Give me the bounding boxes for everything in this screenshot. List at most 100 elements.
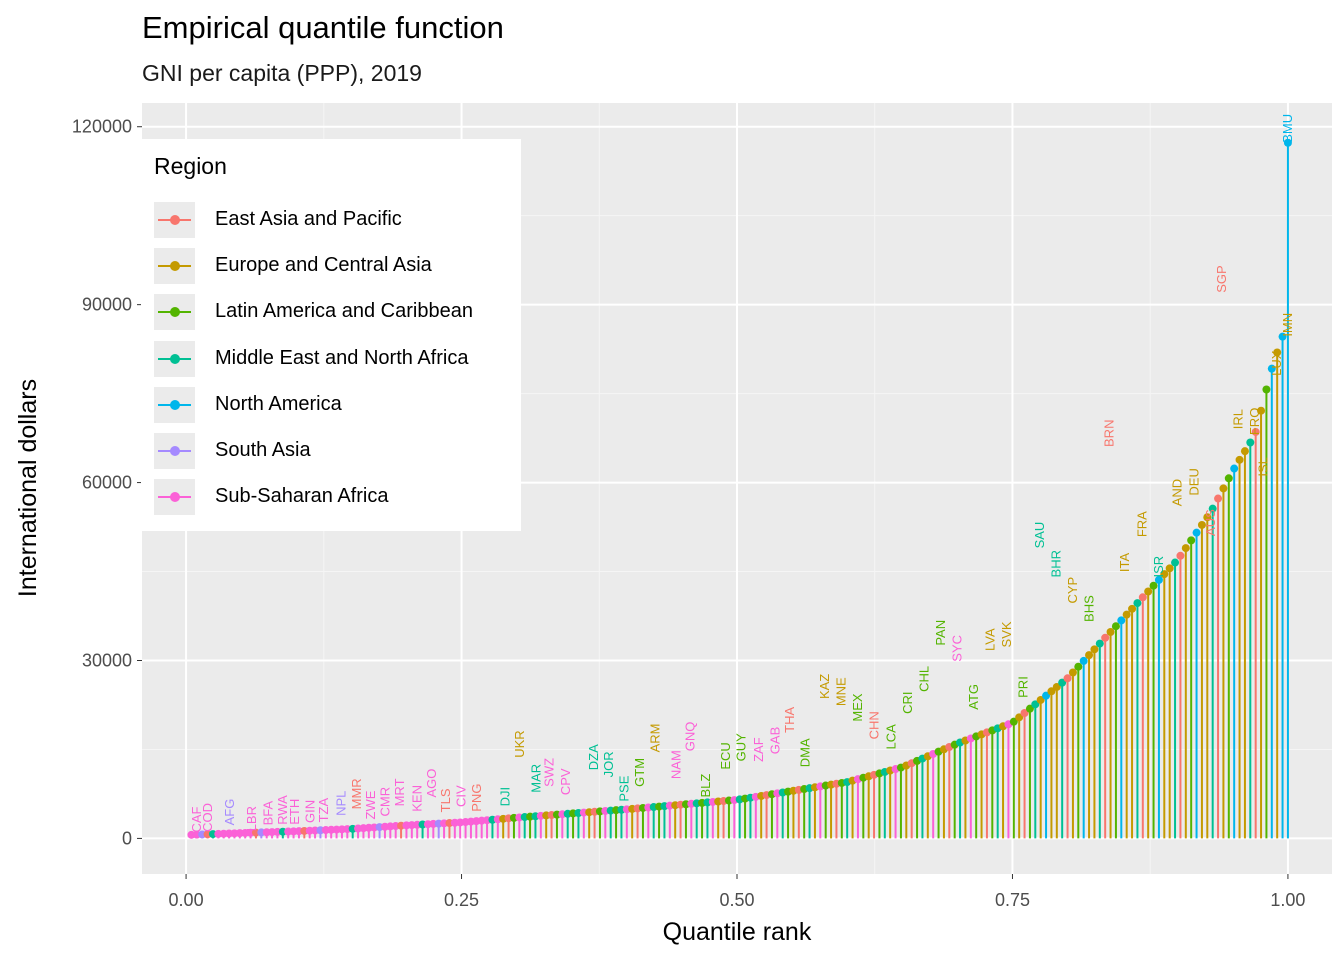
legend-key-icon xyxy=(154,386,195,423)
point-label: TZA xyxy=(316,798,331,823)
point-label: TLS xyxy=(438,788,453,812)
legend-label: South Asia xyxy=(215,439,311,461)
legend-dot xyxy=(170,261,180,272)
point-label: GNQ xyxy=(683,722,698,752)
point-label: COD xyxy=(200,803,215,832)
point-label: DZA xyxy=(586,744,601,770)
x-tick-label: 0.25 xyxy=(444,890,479,910)
point-label: ISL xyxy=(1256,457,1271,477)
point-label: FRA xyxy=(1134,511,1149,537)
legend-key-icon xyxy=(154,202,195,238)
lollipop-point xyxy=(1122,610,1131,619)
point-label: SYC xyxy=(949,635,964,662)
point-label: ATG xyxy=(966,684,981,710)
point-label: CPV xyxy=(558,768,573,795)
point-label: SWZ xyxy=(542,758,557,787)
point-label: IMN xyxy=(1280,313,1295,337)
point-label: SVK xyxy=(999,621,1014,647)
point-label: KEN xyxy=(409,785,424,812)
point-label: CIV xyxy=(454,785,469,807)
point-label: PAN xyxy=(933,620,948,646)
chart-title: Empirical quantile function xyxy=(142,10,504,45)
point-label: DJI xyxy=(498,787,513,806)
lollipop-point xyxy=(1251,427,1260,436)
point-label: GIN xyxy=(303,800,318,823)
lollipop-point xyxy=(1267,364,1276,373)
point-label: SAU xyxy=(1032,522,1047,549)
lollipop-points xyxy=(187,138,1292,839)
point-label: BFA xyxy=(261,800,276,825)
lollipop-point xyxy=(1160,570,1169,579)
lollipop-point xyxy=(1230,464,1239,473)
legend-key-icon xyxy=(154,248,195,285)
y-tick-label: 120000 xyxy=(72,117,132,137)
point-label: MMR xyxy=(349,778,364,809)
lollipop-point xyxy=(1074,662,1083,671)
legend-key-icon xyxy=(154,340,195,377)
point-label: BHR xyxy=(1049,550,1064,577)
point-label: LBR xyxy=(244,806,259,831)
lollipop-point xyxy=(1020,709,1029,718)
point-label: THA xyxy=(782,707,797,733)
lollipop-point xyxy=(1246,438,1255,447)
lollipop-point xyxy=(1171,558,1180,567)
lollipop-point xyxy=(1240,447,1249,456)
point-label: MNE xyxy=(834,677,849,706)
lollipop-point xyxy=(1085,651,1094,660)
y-axis-ticks: 0 30000 60000 90000 120000 xyxy=(72,117,142,848)
lollipop-point xyxy=(1079,656,1088,665)
point-label: KAZ xyxy=(817,674,832,699)
lollipop-point xyxy=(1273,348,1282,357)
point-label: LUX xyxy=(1269,350,1284,376)
lollipop-point xyxy=(1133,599,1142,608)
point-label: AFG xyxy=(222,799,237,826)
legend-label: Latin America and Caribbean xyxy=(215,300,473,323)
lollipop-point xyxy=(1047,687,1056,696)
lollipop-point xyxy=(1214,494,1223,503)
legend: Region East Asia and Pacific Europe and C… xyxy=(141,139,521,531)
lollipop-point xyxy=(1106,627,1115,636)
lollipop-point xyxy=(1101,633,1110,642)
lollipop-point xyxy=(1117,616,1126,625)
chart-subtitle: GNI per capita (PPP), 2019 xyxy=(142,60,422,86)
legend-item: Sub-Saharan Africa xyxy=(154,479,514,516)
lollipop-point xyxy=(1283,138,1292,147)
point-label: ISR xyxy=(1151,556,1166,578)
legend-dot xyxy=(170,399,180,410)
point-label: CHL xyxy=(916,666,931,692)
point-label: ITA xyxy=(1117,553,1132,573)
legend-key-icon xyxy=(154,294,195,331)
lollipop-point xyxy=(1224,474,1233,483)
point-label: PSE xyxy=(617,775,632,801)
lollipop-point xyxy=(1187,536,1196,545)
lollipop-point xyxy=(1192,528,1201,537)
lollipop-point xyxy=(1090,645,1099,654)
point-label: CMR xyxy=(378,787,393,817)
point-label: GAB xyxy=(768,727,783,754)
point-label: FRO xyxy=(1247,408,1262,435)
legend-item: Europe and Central Asia xyxy=(154,248,514,285)
point-label: BLZ xyxy=(698,774,713,798)
legend-item: East Asia and Pacific xyxy=(154,202,514,238)
point-label: CAF xyxy=(189,806,204,832)
point-label: NAM xyxy=(668,750,683,779)
point-label: LVA xyxy=(982,628,997,651)
point-label: GUY xyxy=(733,733,748,762)
point-label: AGO xyxy=(424,769,439,798)
point-label: NPL xyxy=(333,791,348,816)
y-tick-label: 60000 xyxy=(82,473,132,493)
legend-label: Middle East and North Africa xyxy=(215,346,469,369)
lollipop-point xyxy=(1149,581,1158,590)
lollipop-point xyxy=(1262,385,1271,394)
point-label: AND xyxy=(1170,479,1185,506)
lollipop-point xyxy=(1128,604,1137,613)
y-tick-label: 30000 xyxy=(82,650,132,670)
lollipop-point xyxy=(1036,695,1045,704)
legend-item: South Asia xyxy=(154,433,514,469)
point-label: ZWE xyxy=(363,790,378,819)
point-label: SGP xyxy=(1214,265,1229,292)
lollipop-point xyxy=(1015,713,1024,722)
point-label: DMA xyxy=(797,738,812,767)
lollipop-stems xyxy=(190,142,1289,839)
point-label: LCA xyxy=(883,724,898,750)
